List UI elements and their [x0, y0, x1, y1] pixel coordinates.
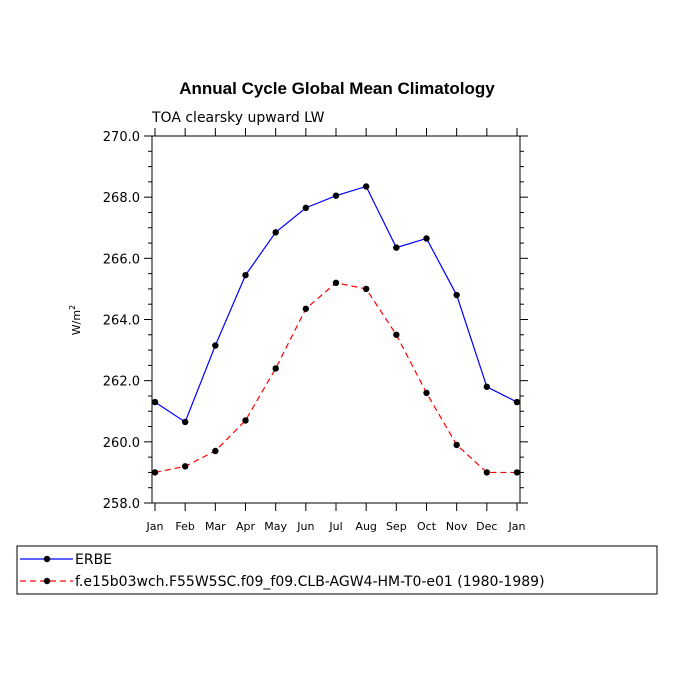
y-tick-label: 266.0 [103, 252, 140, 267]
data-point [242, 271, 249, 279]
y-tick-label: 260.0 [103, 436, 140, 451]
y-tick-label: 264.0 [103, 314, 140, 329]
data-point [272, 365, 279, 372]
legend-label: f.e15b03wch.F55W5SC.f09_f09.CLB-AGW4-HM-… [75, 574, 545, 590]
y-tick-label: 270.0 [103, 130, 140, 145]
data-point [181, 463, 189, 470]
legend-marker [43, 577, 51, 585]
chart-title: Annual Cycle Global Mean Climatology [179, 79, 495, 98]
x-tick-label: Oct [417, 520, 437, 533]
x-tick-label: Apr [236, 520, 256, 533]
data-point [302, 204, 310, 212]
data-point [242, 417, 249, 424]
x-tick-label: Jul [328, 520, 342, 533]
x-tick-label: May [264, 520, 287, 533]
y-axis-label-superscript: 2 [68, 305, 77, 310]
data-point [332, 192, 340, 199]
x-tick-label: Sep [386, 520, 407, 533]
chart-subtitle: TOA clearsky upward LW [151, 110, 325, 126]
data-point [423, 235, 430, 242]
data-point [393, 244, 400, 251]
data-point [453, 441, 460, 449]
legend-box [16, 545, 658, 595]
data-point [513, 398, 521, 406]
data-point [151, 398, 159, 406]
data-point [332, 279, 340, 286]
x-tick-label: Feb [175, 520, 194, 533]
plot-area: 258.0 260.0 262.0 264.0 266.0 268.0 270.0 Jan Fe… [68, 128, 528, 533]
data-point [393, 331, 400, 338]
data-point [212, 447, 219, 455]
x-tick-label: Dec [476, 520, 497, 533]
data-point [272, 229, 279, 236]
y-tick-label: 262.0 [103, 375, 140, 390]
x-tick-label: Nov [446, 520, 468, 533]
data-point [302, 305, 310, 312]
legend-marker [43, 555, 51, 563]
data-point [483, 469, 491, 476]
y-tick-label: 258.0 [103, 497, 140, 512]
data-point [151, 469, 159, 476]
data-point [483, 383, 491, 390]
data-point [362, 183, 370, 190]
x-tick-label: Mar [205, 520, 226, 533]
x-tick-label: Jun [296, 520, 314, 533]
data-point [423, 389, 430, 397]
data-point [362, 285, 370, 293]
series-line-1 [154, 282, 517, 474]
data-point [513, 469, 521, 476]
legend-label: ERBE [75, 552, 112, 568]
data-point [212, 342, 219, 349]
legend: ERBE f.e15b03wch.F55W5SC.f09_f09.CLB-AGW4… [16, 545, 658, 595]
y-axis-label: W/m2 [68, 305, 83, 335]
data-point [181, 418, 189, 426]
series-line-0 [154, 185, 518, 423]
x-tick-label: Jan [508, 520, 526, 533]
x-tick-label: Aug [355, 520, 376, 533]
data-point [453, 291, 460, 299]
x-tick-label: Jan [146, 520, 164, 533]
y-tick-label: 268.0 [103, 191, 140, 206]
